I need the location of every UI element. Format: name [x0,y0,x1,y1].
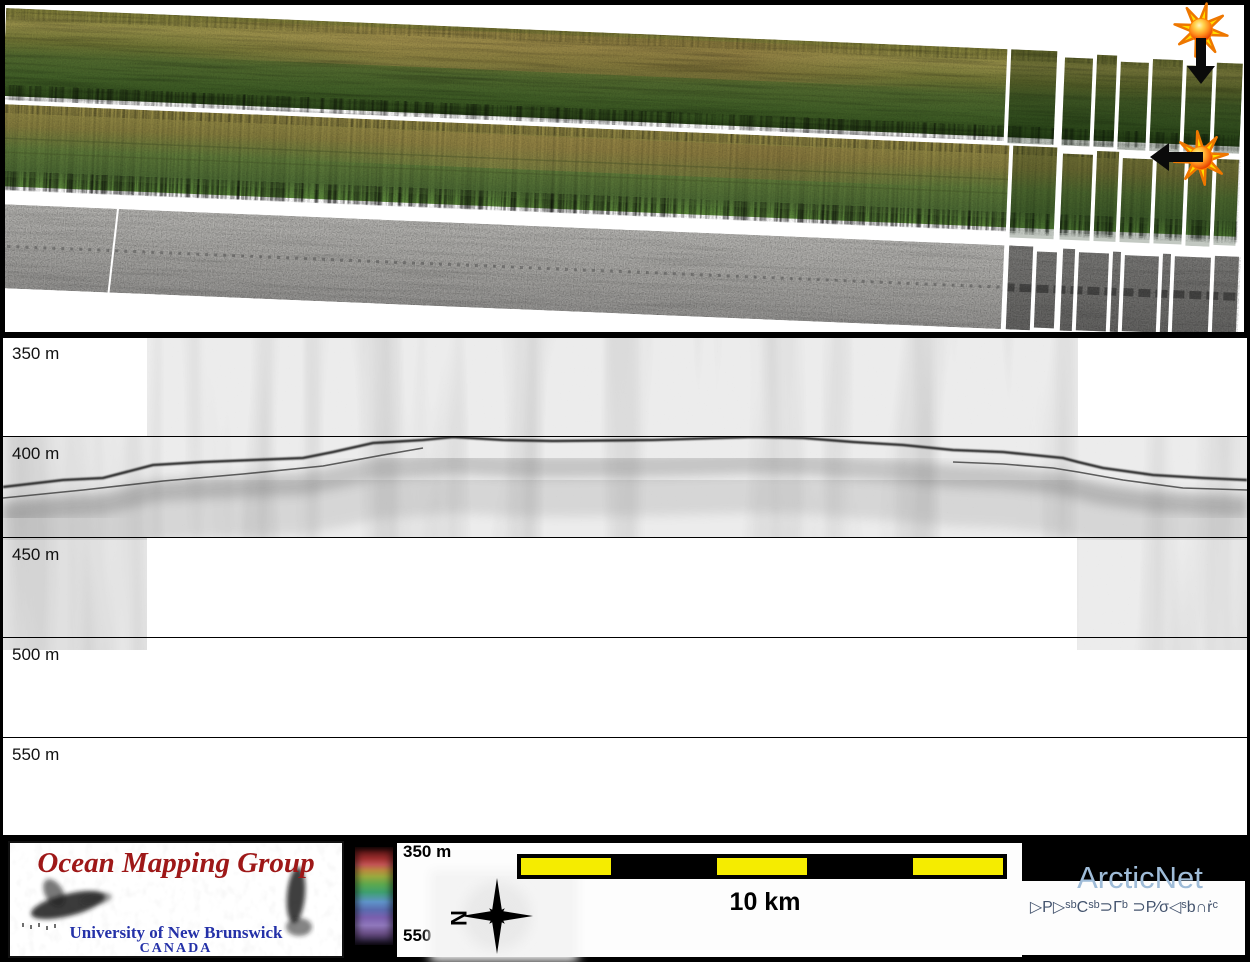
omg-university: University of New Brunswick [69,923,283,942]
scale-bar-segment [913,858,1003,875]
colorbar-top-label: 350 m [403,842,452,861]
depth-label-500: 500 m [12,645,60,664]
tick-marks [22,923,56,930]
scale-bar [517,854,1007,879]
bathymetry-strips-figure [0,0,1250,338]
omg-logo-art [10,843,342,956]
scale-bar-segment [717,858,807,875]
footer-bar: Ocean Mapping Group University of New Br… [0,836,1250,962]
left-arrow-icon [1150,143,1203,171]
frame-top [0,0,1250,5]
compass-star-icon [461,878,533,954]
scale-bar-segment [521,858,611,875]
omg-country: CANADA [139,941,213,956]
scale-bar-label: 10 km [729,888,801,916]
footer-white-right [1022,881,1245,955]
depth-label-400: 400 m [12,444,60,463]
gridline-400m [3,436,1247,437]
gridline-500m [3,637,1247,638]
panel-divider [0,332,1250,338]
depth-label-350: 350 m [12,344,60,363]
echogram-figure [3,338,1247,650]
depth-label-450: 450 m [12,545,60,564]
omg-logo-panel: Ocean Mapping Group University of New Br… [8,841,344,958]
seafloor-reflector-group [3,436,1247,563]
arcticnet-inuktitut-text: ▷P▷ˢᵇCˢᵇ⊃Γᵇ ⊃P⁄σ◁ˢb∩ṙᶜ [1029,899,1219,916]
arcticnet-logo: ArcticNet [1077,860,1203,895]
omg-title: Ocean Mapping Group [37,847,315,879]
sunburst-icon [1173,2,1229,58]
survey-marker-2 [1150,130,1229,186]
survey-marker-1 [1173,2,1229,84]
sonar-shadow-right [286,867,312,936]
depth-label-550: 550 m [12,745,60,764]
gridline-450m [3,537,1247,538]
frame-left [0,0,5,338]
gridline-550m [3,737,1247,738]
north-arrow: N [447,878,533,954]
colorbar-noise [355,847,393,945]
seafloor-reflector [3,436,1247,489]
sonar-shadow-left [31,879,112,920]
depth-colorbar [355,847,393,945]
north-letter: N [447,910,472,926]
down-arrow-icon [1187,38,1215,84]
sidescan-scratch [107,208,119,293]
bathymetry-panel [0,0,1250,338]
subbottom-reflector-left [3,447,424,499]
frame-right [1244,0,1250,338]
subbottom-profile-panel: 350 m 400 m 450 m 500 m 550 m [3,338,1247,835]
subbottom-reflector-right [952,461,1247,491]
swath-strip-2 [0,104,1240,247]
